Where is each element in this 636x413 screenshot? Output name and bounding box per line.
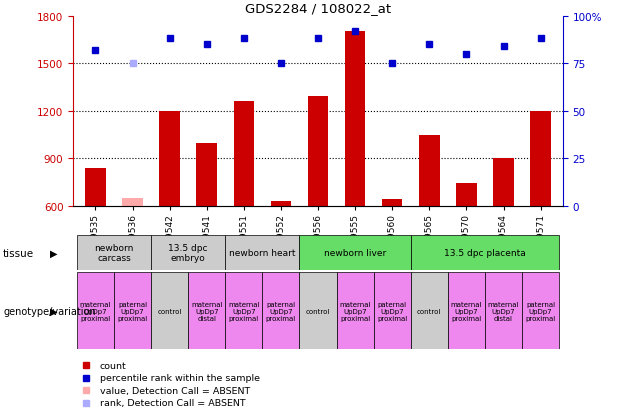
Text: ▶: ▶ <box>50 248 57 258</box>
Text: newborn liver: newborn liver <box>324 249 386 257</box>
Bar <box>114 273 151 349</box>
Text: value, Detection Call = ABSENT: value, Detection Call = ABSENT <box>100 386 250 395</box>
Text: paternal
UpDp7
proximal: paternal UpDp7 proximal <box>266 301 296 321</box>
Bar <box>77 273 114 349</box>
Text: maternal
UpDp7
proximal: maternal UpDp7 proximal <box>451 301 482 321</box>
Text: genotype/variation: genotype/variation <box>3 306 96 316</box>
Text: maternal
UpDp7
proximal: maternal UpDp7 proximal <box>340 301 371 321</box>
Text: control: control <box>306 308 330 314</box>
Text: newborn heart: newborn heart <box>229 249 296 257</box>
Bar <box>308 97 328 206</box>
Bar <box>300 273 336 349</box>
Text: paternal
UpDp7
proximal: paternal UpDp7 proximal <box>525 301 556 321</box>
Bar <box>197 143 217 206</box>
Text: maternal
UpDp7
proximal: maternal UpDp7 proximal <box>228 301 259 321</box>
Bar <box>345 32 365 206</box>
Bar <box>233 102 254 206</box>
Bar <box>225 273 263 349</box>
Bar <box>225 235 300 271</box>
Text: ▶: ▶ <box>50 306 57 316</box>
Text: paternal
UpDp7
proximal: paternal UpDp7 proximal <box>118 301 148 321</box>
Text: maternal
UpDp7
proximal: maternal UpDp7 proximal <box>80 301 111 321</box>
Text: rank, Detection Call = ABSENT: rank, Detection Call = ABSENT <box>100 398 245 407</box>
Text: maternal
UpDp7
distal: maternal UpDp7 distal <box>488 301 519 321</box>
Bar <box>271 202 291 206</box>
Title: GDS2284 / 108022_at: GDS2284 / 108022_at <box>245 2 391 15</box>
Bar <box>160 112 180 206</box>
Bar <box>411 235 559 271</box>
Bar <box>485 273 522 349</box>
Bar <box>494 159 514 206</box>
Text: tissue: tissue <box>3 248 34 258</box>
Bar <box>382 199 403 206</box>
Bar <box>456 183 476 206</box>
Text: newborn
carcass: newborn carcass <box>94 243 134 263</box>
Text: control: control <box>417 308 441 314</box>
Bar <box>530 112 551 206</box>
Text: control: control <box>158 308 182 314</box>
Bar <box>77 235 151 271</box>
Bar <box>151 273 188 349</box>
Bar <box>448 273 485 349</box>
Text: 13.5 dpc
embryo: 13.5 dpc embryo <box>169 243 208 263</box>
Bar <box>411 273 448 349</box>
Text: maternal
UpDp7
distal: maternal UpDp7 distal <box>191 301 223 321</box>
Text: 13.5 dpc placenta: 13.5 dpc placenta <box>444 249 526 257</box>
Bar <box>419 135 439 206</box>
Text: percentile rank within the sample: percentile rank within the sample <box>100 373 260 382</box>
Bar <box>374 273 411 349</box>
Text: count: count <box>100 361 127 370</box>
Bar <box>85 169 106 206</box>
Bar <box>188 273 225 349</box>
Bar <box>122 199 142 206</box>
Bar <box>336 273 374 349</box>
Text: paternal
UpDp7
proximal: paternal UpDp7 proximal <box>377 301 407 321</box>
Bar <box>522 273 559 349</box>
Bar <box>263 273 300 349</box>
Bar <box>300 235 411 271</box>
Bar <box>151 235 225 271</box>
